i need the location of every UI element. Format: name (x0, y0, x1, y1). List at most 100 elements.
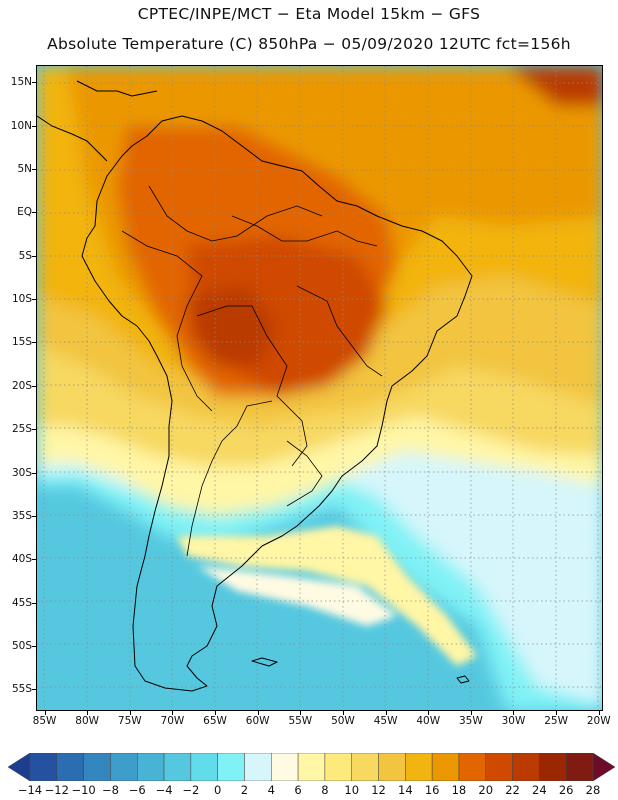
south-georgia (456, 675, 470, 684)
colorbar-cell (163, 753, 192, 781)
latitude-label: EQ (17, 206, 32, 219)
border-andes (121, 230, 213, 412)
colorbar-label: −12 (44, 783, 69, 797)
colorbar-label: 28 (585, 783, 601, 797)
color-scale-bar (8, 753, 615, 781)
colorbar-label: 20 (478, 783, 494, 797)
longitude-tick (172, 711, 174, 715)
longitude-label: 25W (544, 715, 568, 727)
latitude-tick (32, 125, 36, 127)
colorbar-cell (485, 753, 513, 781)
colorbar-cell (271, 753, 299, 781)
colorbar-label: 10 (344, 783, 360, 797)
longitude-tick (385, 711, 387, 715)
colorbar-min-arrow (8, 753, 31, 781)
colorbar-max-arrow (592, 753, 615, 781)
longitude-label: 30W (501, 715, 526, 727)
longitude-tick (215, 711, 217, 715)
latitude-tick (32, 299, 36, 301)
colorbar-label: 0 (213, 783, 222, 797)
colorbar-cell (136, 753, 165, 781)
border-brazil-north (231, 215, 378, 247)
latitude-label: 10S (11, 293, 32, 306)
longitude-label: 60W (245, 715, 270, 727)
longitude-tick (428, 711, 430, 715)
colorbar-label: −10 (71, 783, 96, 797)
colorbar-label: 14 (398, 783, 413, 797)
latitude-label: 10N (10, 119, 32, 132)
longitude-tick (556, 711, 558, 715)
latitude-label: 45S (11, 596, 32, 609)
longitude-tick (44, 711, 46, 715)
colorbar-label: −4 (155, 783, 173, 797)
colorbar-label: 22 (505, 783, 520, 797)
colorbar-label: 24 (532, 783, 547, 797)
colorbar-cell (405, 753, 433, 781)
central-america-coast (37, 115, 108, 162)
latitude-label: 40S (11, 553, 32, 566)
temperature-map[interactable] (36, 65, 603, 711)
longitude-tick (598, 711, 600, 715)
chart-title: CPTEC/INPE/MCT − Eta Model 15km − GFS (137, 5, 481, 23)
latitude-tick (32, 559, 36, 561)
colorbar-label: 6 (294, 783, 302, 797)
border-north (148, 185, 323, 242)
southern-warm-tongue (177, 526, 477, 666)
latitude-label: 5N (17, 163, 32, 176)
longitude-label: 85W (32, 715, 57, 727)
country-borders (121, 185, 383, 557)
colorbar-cell (539, 753, 567, 781)
colorbar-cell (512, 753, 540, 781)
latitude-tick (32, 255, 36, 257)
colorbar-cell (217, 753, 245, 781)
latitude-tick (32, 212, 36, 214)
latitude-label: 15S (11, 336, 32, 349)
latitude-tick (32, 515, 36, 517)
latitude-tick (32, 342, 36, 344)
latitude-tick (32, 82, 36, 84)
longitude-label: 40W (416, 715, 441, 727)
colorbar-cell (244, 753, 272, 781)
colorbar-cell (431, 753, 460, 781)
longitude-tick (129, 711, 131, 715)
latitude-tick (32, 169, 36, 171)
colorbar-cell (56, 753, 84, 781)
latitude-tick (32, 429, 36, 431)
colorbar-label: −8 (101, 783, 119, 797)
colorbar-label: 4 (267, 783, 275, 797)
latitude-label: 30S (11, 466, 32, 479)
chart-subtitle: Absolute Temperature (C) 850hPa − 05/09/… (47, 35, 571, 53)
colorbar-cell (378, 753, 406, 781)
longitude-label: 35W (458, 715, 483, 727)
colorbar-cell (351, 753, 379, 781)
colorbar-cell (83, 753, 111, 781)
longitude-tick (470, 711, 472, 715)
colorbar-cell (190, 753, 218, 781)
colorbar-cell (458, 753, 487, 781)
longitude-tick (300, 711, 302, 715)
longitude-tick (513, 711, 515, 715)
falkland-islands (251, 657, 278, 667)
colorbar-cell (297, 753, 326, 781)
latitude-tick (32, 602, 36, 604)
south-america-coast (81, 115, 473, 692)
latitude-label: 55S (11, 683, 32, 696)
colorbar-cell (565, 753, 594, 781)
longitude-label: 55W (288, 715, 313, 727)
longitude-label: 75W (117, 715, 142, 727)
longitude-label: 70W (160, 715, 185, 727)
colorbar-label: −14 (17, 783, 43, 797)
latitude-label: 5S (18, 249, 32, 262)
longitude-label: 50W (331, 715, 355, 727)
latitude-tick (32, 385, 36, 387)
longitude-label: 20W (586, 715, 611, 727)
colorbar-label: 18 (451, 783, 467, 797)
colorbar-label: 26 (558, 783, 574, 797)
latitude-tick (32, 645, 36, 647)
longitude-label: 65W (203, 715, 227, 727)
graticule (37, 66, 602, 710)
latitude-label: 50S (11, 639, 32, 652)
border-argentina-chile (186, 400, 273, 557)
colorbar-label: 8 (321, 783, 329, 797)
border-brazil-states (296, 285, 383, 377)
